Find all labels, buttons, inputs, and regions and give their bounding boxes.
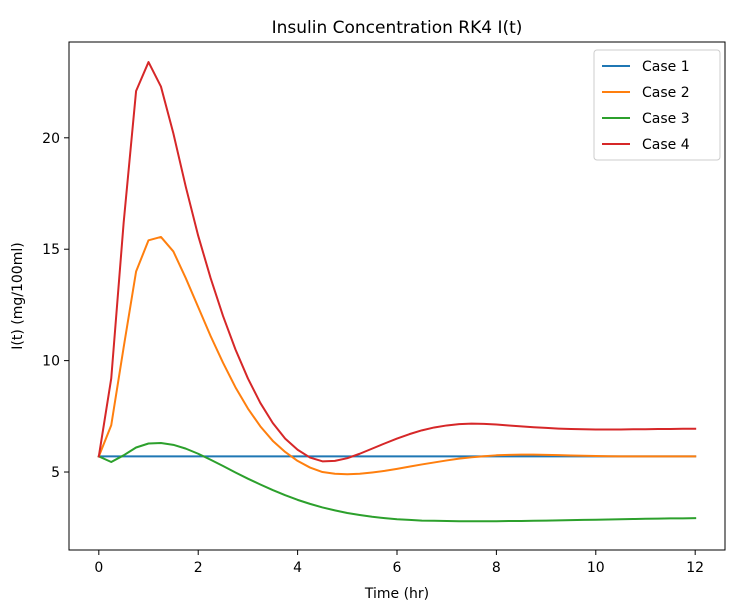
series-layer (97, 61, 697, 523)
series-line-3 (97, 442, 697, 523)
legend: Case 1 Case 2 Case 3 Case 4 (593, 49, 721, 161)
y-tick-label: 10 (42, 354, 60, 370)
x-tick-label: 12 (686, 560, 704, 576)
x-tick-label: 0 (94, 560, 103, 576)
legend-label-1: Case 1 (642, 59, 690, 75)
ticks-layer: 0 2 4 6 8 10 12 5 10 15 20 (42, 131, 704, 576)
x-tick-label: 10 (587, 560, 605, 576)
y-tick-label: 5 (51, 465, 60, 481)
legend-box (593, 49, 721, 161)
x-tick-label: 6 (393, 560, 402, 576)
legend-label-3: Case 3 (642, 111, 690, 127)
x-tick-label: 8 (492, 560, 501, 576)
x-tick-label: 2 (194, 560, 203, 576)
y-tick-label: 20 (42, 131, 60, 147)
x-tick-label: 4 (293, 560, 302, 576)
legend-label-2: Case 2 (642, 85, 690, 101)
y-axis-title: I(t) (mg/100ml) (10, 242, 26, 349)
legend-label-4: Case 4 (642, 137, 690, 153)
legend-entries: Case 1 Case 2 Case 3 Case 4 (602, 59, 690, 153)
x-axis-title: Time (hr) (364, 586, 429, 602)
chart-title: Insulin Concentration RK4 I(t) (272, 18, 523, 38)
series-line-2 (97, 235, 697, 476)
series-line-4 (97, 61, 697, 463)
y-tick-label: 15 (42, 242, 60, 258)
